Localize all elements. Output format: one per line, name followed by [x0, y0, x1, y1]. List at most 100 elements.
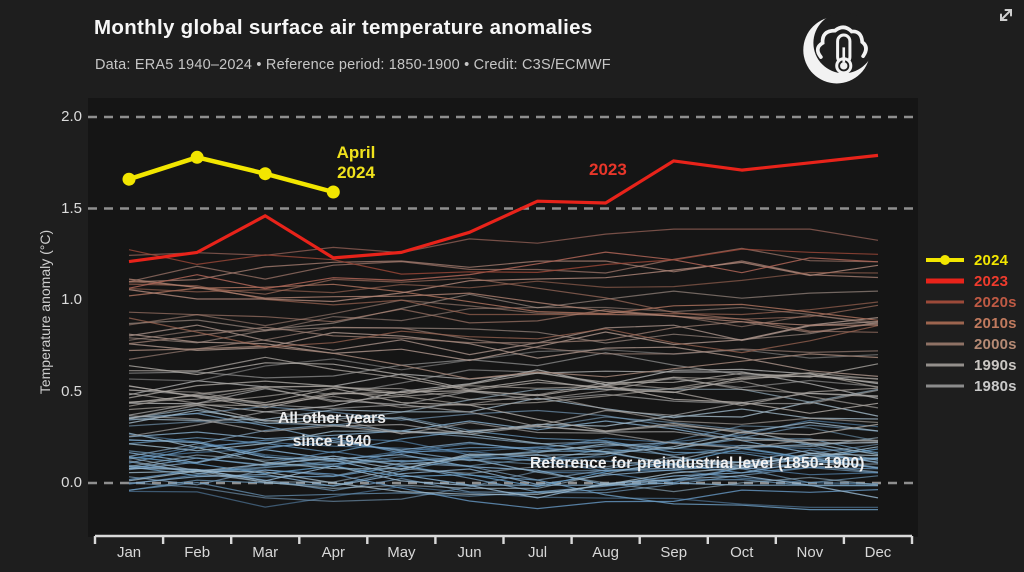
legend-swatch-2000s: [926, 338, 964, 350]
year-line-1971: [128, 388, 879, 425]
year-line-1982: [128, 411, 879, 449]
x-tick-label-jun: Jun: [457, 544, 482, 561]
y-tick-label-2.0: 2.0: [61, 108, 82, 125]
year-line-1966: [128, 443, 879, 503]
annotation-april-2024: April 2024: [312, 143, 400, 183]
series-2023-line: [128, 153, 879, 264]
x-tick-label-oct: Oct: [730, 544, 754, 561]
expand-icon[interactable]: [994, 3, 1018, 27]
year-line-1967: [128, 439, 878, 486]
year-line-1989: [128, 368, 879, 413]
legend-label-2024: 2024: [974, 251, 1009, 269]
x-tick-label-jan: Jan: [116, 544, 142, 561]
x-tick-label-aug: Aug: [592, 544, 619, 561]
year-line-1985: [128, 388, 878, 441]
year-line-2017: [128, 277, 879, 320]
year-line-2004: [128, 306, 879, 341]
legend-label-2000s: 2000s: [974, 335, 1017, 353]
year-line-1969: [128, 450, 879, 484]
c3s-logo-icon: [803, 12, 875, 84]
legend-item-2020s: 2020s: [926, 293, 1017, 311]
annotation-other-years-line2: since 1940: [292, 433, 372, 450]
annotation-preindustrial-reference: Reference for preindustrial level (1850-…: [530, 455, 865, 472]
legend-swatch-2024: [926, 254, 964, 266]
year-line-2021: [128, 228, 879, 256]
legend-label-2020s: 2020s: [974, 293, 1017, 311]
year-line-1979: [128, 452, 879, 495]
year-line-2020: [128, 251, 879, 290]
legend-swatch-2020s: [926, 296, 964, 308]
year-line-1963: [128, 465, 879, 499]
x-axis: [93, 534, 914, 544]
year-line-1956: [128, 430, 879, 465]
year-line-1948: [128, 485, 878, 508]
legend-item-2024: 2024: [926, 251, 1017, 269]
annotation-2023: 2023: [589, 160, 627, 179]
year-line-2009: [128, 345, 879, 380]
x-tick-label-mar: Mar: [252, 544, 279, 561]
year-line-2006: [128, 326, 879, 360]
year-line-1973: [128, 437, 879, 490]
year-line-1986: [128, 392, 879, 434]
legend-label-1980s: 1980s: [974, 377, 1017, 395]
year-line-2018: [128, 278, 878, 326]
y-tick-label-1.5: 1.5: [61, 199, 82, 217]
y-tick-label-0.0: 0.0: [61, 474, 82, 491]
x-tick-label-jul: Jul: [527, 544, 548, 561]
series-2024-marker: [190, 150, 204, 164]
year-line-2019: [128, 271, 879, 294]
x-tick-label-apr: Apr: [321, 544, 345, 561]
annotation-april-2024-line2: 2024: [337, 163, 375, 182]
year-line-1951: [128, 465, 878, 511]
legend-item-2010s: 2010s: [926, 314, 1017, 332]
legend-item-1990s: 1990s: [926, 356, 1017, 374]
legend-swatch-2010s: [926, 317, 964, 329]
year-line-1997: [128, 380, 879, 409]
year-line-1964: [128, 420, 879, 463]
page-subtitle: Data: ERA5 1940–2024 • Reference period:…: [95, 57, 611, 73]
year-line-1977: [128, 454, 879, 493]
chart-legend: 2024 2023 2020s 2010s 2000s 1990s 1980s: [926, 251, 1017, 398]
x-tick-label-nov: Nov: [796, 544, 824, 561]
year-line-1947: [128, 437, 879, 474]
year-line-2000: [128, 321, 879, 344]
annotation-other-years-line1: All other years: [278, 410, 386, 427]
page-title: Monthly global surface air temperature a…: [94, 16, 593, 39]
year-line-2002: [128, 320, 879, 356]
year-line-2003: [128, 317, 879, 362]
y-tick-label-1.0: 1.0: [61, 291, 82, 308]
y-tick-label-0.5: 0.5: [61, 382, 82, 400]
legend-swatch-2023: [926, 275, 964, 287]
legend-swatch-1980s: [926, 380, 964, 392]
series-2024-marker: [258, 167, 272, 181]
year-line-2007: [128, 299, 879, 328]
legend-item-2023: 2023: [926, 272, 1017, 290]
year-line-1996: [128, 389, 879, 425]
year-line-2013: [128, 283, 879, 321]
annotation-other-years: All other years since 1940: [270, 407, 394, 453]
legend-label-2023: 2023: [974, 272, 1009, 290]
year-line-1988: [128, 352, 879, 380]
legend-label-2010s: 2010s: [974, 314, 1017, 332]
year-line-1974: [128, 430, 879, 466]
year-line-2016: [128, 317, 879, 354]
year-line-2011: [128, 260, 879, 283]
series-2024-marker: [326, 185, 340, 199]
annotation-april-2024-line1: April: [336, 143, 376, 162]
year-line-1943: [128, 433, 879, 468]
legend-label-1990s: 1990s: [974, 356, 1017, 374]
legend-item-2000s: 2000s: [926, 335, 1017, 353]
legend-swatch-1990s: [926, 359, 964, 371]
x-tick-label-feb: Feb: [184, 544, 211, 561]
year-line-1975: [128, 421, 879, 474]
x-tick-label-dec: Dec: [864, 544, 892, 561]
x-tick-label-sep: Sep: [660, 544, 688, 561]
series-2024-marker: [122, 172, 136, 186]
year-line-1960: [128, 423, 879, 473]
year-line-2010: [128, 283, 879, 316]
year-line-1993: [128, 356, 879, 407]
year-line-1999: [128, 362, 879, 394]
year-line-1952: [128, 454, 879, 487]
